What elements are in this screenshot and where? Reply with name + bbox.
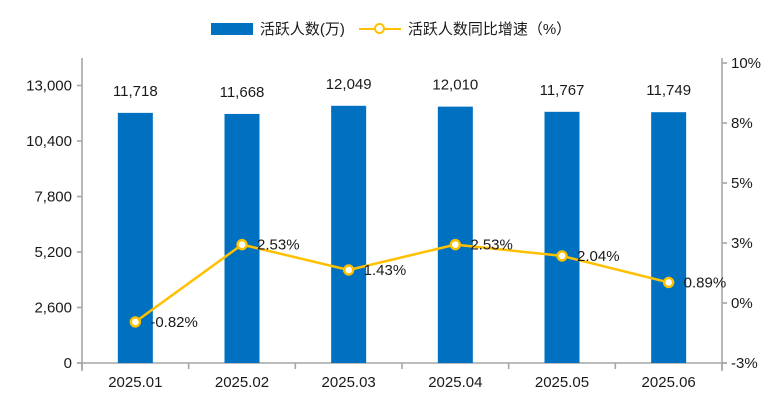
bar-series-swatch-icon [210,22,253,35]
left-axis-tick-label: 2,600 [34,300,72,317]
right-axis-tick-label: 0% [731,295,753,312]
x-axis-category-label: 2025.01 [108,374,162,391]
left-axis-tick-label: 0 [64,355,72,372]
left-axis-tick-label: 7,800 [34,189,72,206]
right-axis-tick-label: 10% [731,55,761,72]
line-value-label: 2.53% [470,237,513,254]
x-axis-category-label: 2025.03 [322,374,376,391]
right-axis-tick-label: 5% [731,175,753,192]
right-axis-tick-label: -3% [731,355,758,372]
bar [651,112,687,363]
left-axis-tick-label: 5,200 [34,244,72,261]
legend-label-line-series: 活跃人数同比增速（%） [407,21,572,38]
legend-label-bar-series: 活跃人数(万) [259,21,345,38]
x-axis-category-label: 2025.04 [428,374,482,391]
bar-value-label: 11,767 [540,82,585,99]
line-marker [662,276,675,289]
legend-item-line-series: 活跃人数同比增速（%） [358,18,572,39]
left-axis-tick-label: 13,000 [26,78,72,95]
x-axis-category-label: 2025.05 [535,374,589,391]
line-value-label: 2.04% [577,248,620,265]
x-axis-category-label: 2025.02 [215,374,269,391]
line-value-label: 1.43% [364,262,407,279]
bar [224,113,260,363]
growth-line [134,243,670,324]
bar-value-label: 11,749 [646,82,691,99]
bar [331,105,367,363]
bar-value-label: 12,049 [326,76,372,93]
left-axis-tick-label: 10,400 [26,133,72,150]
line-marker [449,238,462,251]
line-marker [129,316,142,328]
bar-value-label: 12,010 [432,77,478,94]
bar-value-label: 11,668 [220,84,265,101]
bar-value-label: 11,718 [113,83,158,100]
line-marker [342,264,355,276]
line-marker [236,238,248,251]
chart-legend: 活跃人数(万) 活跃人数同比增速（%） [0,18,782,39]
x-axis-category-label: 2025.06 [642,374,696,391]
right-axis-tick-label: 8% [731,115,753,132]
line-marker [556,250,568,262]
line-value-label: -0.82% [150,314,198,331]
line-value-label: 0.89% [684,274,727,291]
legend-item-bar-series: 活跃人数(万) [210,18,345,39]
line-value-label: 2.53% [257,237,300,254]
bar [544,111,580,363]
bar [437,106,473,363]
right-axis-tick-label: 3% [731,235,753,252]
line-series-swatch-icon [358,23,401,35]
